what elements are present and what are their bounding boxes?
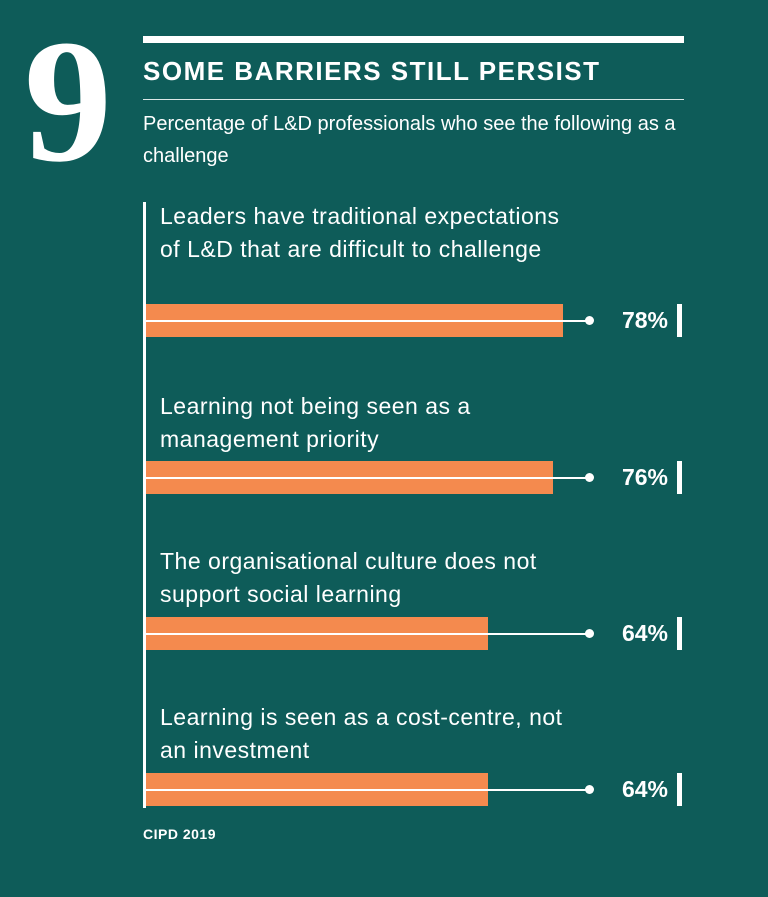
value-tick <box>677 461 682 494</box>
bar-label: Learning not being seen as a management … <box>160 393 471 452</box>
value-tick <box>677 773 682 806</box>
value-tick <box>677 304 682 337</box>
leader-dot <box>585 629 594 638</box>
bar-label: Leaders have traditional expectations of… <box>160 203 560 262</box>
bar-label: The organisational culture does not supp… <box>160 548 537 607</box>
leader-dot <box>585 473 594 482</box>
value-label: 76% <box>621 464 668 490</box>
value-label: 64% <box>621 776 668 802</box>
source-note: CIPD 2019 <box>143 826 216 842</box>
chart-title: SOME BARRIERS STILL PERSIST <box>143 56 601 86</box>
top-rule <box>143 36 684 43</box>
leader-dot <box>585 316 594 325</box>
leader-line <box>146 789 589 791</box>
leader-dot <box>585 785 594 794</box>
bar-label: Learning is seen as a cost-centre, not a… <box>160 704 563 763</box>
value-label: 78% <box>621 307 668 333</box>
leader-line <box>146 633 589 635</box>
value-tick <box>677 617 682 650</box>
value-label: 64% <box>621 620 668 646</box>
leader-line <box>146 477 589 479</box>
axis-line <box>143 202 146 808</box>
chart-subtitle: Percentage of L&D professionals who see … <box>143 113 676 167</box>
section-number: 9 <box>24 4 112 199</box>
title-divider <box>143 99 684 100</box>
leader-line <box>146 320 589 322</box>
